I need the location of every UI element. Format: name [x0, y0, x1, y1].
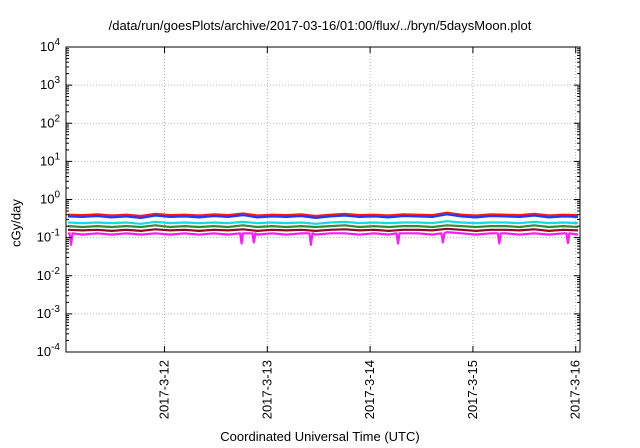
x-axis-label: Coordinated Universal Time (UTC): [220, 429, 420, 444]
x-tick-label: 2017-3-12: [157, 360, 172, 419]
series-line-5: [68, 231, 579, 246]
chart-title: /data/run/goesPlots/archive/2017-03-16/0…: [108, 18, 532, 33]
x-tick-label: 2017-3-15: [465, 360, 480, 419]
plot-frame: [65, 46, 581, 353]
y-tick-label: 101: [40, 151, 60, 168]
x-tick-label: 2017-3-13: [259, 360, 274, 419]
y-axis: 10-4 10-3 10-2 10-1 100 101 102 103 104: [37, 37, 580, 359]
series-line-0: [67, 211, 579, 218]
series-line-3: [67, 224, 579, 229]
y-tick-label: 100: [40, 190, 60, 207]
y-axis-label: cGy/day: [8, 199, 24, 247]
y-tick-label: 10-4: [37, 342, 61, 359]
series-line-1: [67, 213, 579, 219]
series-line-4: [67, 227, 579, 232]
x-tick-label: 2017-3-16: [568, 360, 583, 419]
x-axis: 2017-3-12 2017-3-13 2017-3-14 2017-3-15 2017…: [157, 47, 583, 419]
y-tick-label: 102: [40, 113, 60, 130]
y-tick-label: 10-3: [37, 304, 61, 321]
x-tick-label: 2017-3-14: [362, 360, 377, 419]
y-tick-label: 10-1: [37, 228, 61, 245]
series-lines: [67, 211, 579, 246]
series-line-2: [67, 220, 579, 225]
y-tick-label: 10-2: [37, 266, 61, 283]
grid-lines: [66, 47, 580, 352]
y-tick-label: 104: [40, 37, 60, 54]
y-tick-label: 103: [40, 75, 60, 92]
